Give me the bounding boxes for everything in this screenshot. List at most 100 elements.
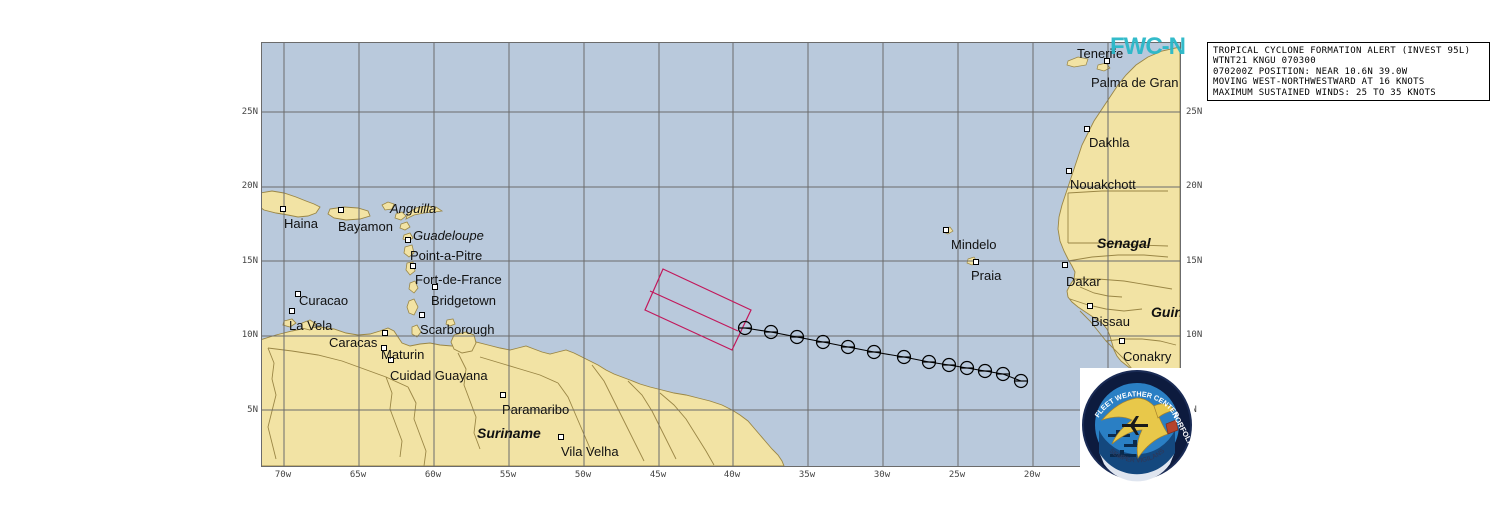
track-point <box>921 354 937 370</box>
canary-islands <box>1066 56 1111 72</box>
aircraft-icon <box>1122 416 1148 435</box>
city-marker <box>432 284 438 290</box>
lon-tick-60w: 60w <box>424 470 442 480</box>
city-label-tenerife: Tenerife <box>1077 46 1124 61</box>
logo-seal-icon: FLEET WEATHER CENTER SEMPER VIGILANS NOR… <box>1082 370 1196 482</box>
country-borders <box>267 190 1177 466</box>
aruba-island <box>282 318 297 328</box>
city-marker <box>410 263 416 269</box>
curacao-island <box>301 319 317 331</box>
track-point <box>840 339 856 355</box>
track-point <box>815 334 831 350</box>
graticule <box>262 43 1180 466</box>
island-label-guadeloupe: Guadeloupe <box>413 228 484 243</box>
city-label-mindelo: Mindelo <box>951 237 997 252</box>
lat-tick-right-15n: 15N <box>1186 256 1203 266</box>
map-canvas[interactable]: Tenerife Palma de Gran Dakhla Nouakchott Min… <box>261 42 1181 467</box>
track-points <box>737 320 1029 389</box>
city-label-vila-velha: Vila Velha <box>561 444 619 459</box>
city-marker <box>943 227 949 233</box>
city-label-point-a-pitre: Point-a-Pitre <box>410 248 483 263</box>
city-label-praia: Praia <box>971 268 1002 283</box>
city-marker <box>1087 303 1093 309</box>
alert-area-divider <box>649 290 739 332</box>
hispaniola-landmass <box>262 190 321 218</box>
city-marker <box>1066 168 1072 174</box>
city-marker <box>1119 338 1125 344</box>
city-marker <box>381 345 387 351</box>
city-marker <box>973 259 979 265</box>
lon-tick-40w: 40w <box>723 470 741 480</box>
city-marker <box>500 392 506 398</box>
city-marker <box>388 357 394 363</box>
lon-tick-65w: 65w <box>349 470 367 480</box>
alert-line-title: TROPICAL CYCLONE FORMATION ALERT (INVEST… <box>1213 46 1471 56</box>
lon-tick-45w: 45w <box>649 470 667 480</box>
alert-line-movement: MOVING WEST-NORTHWESTWARD AT 16 KNOTS <box>1213 77 1425 88</box>
lat-tick-left-25n: 25N <box>241 107 258 117</box>
alert-area-outline <box>644 268 752 351</box>
alert-line-position: 070200Z POSITION: NEAR 10.6N 39.0W <box>1213 66 1408 77</box>
country-label-guin: Guin <box>1151 304 1181 320</box>
lon-tick-30w: 30w <box>873 470 891 480</box>
track-point <box>737 320 753 336</box>
alert-line-winds: MAXIMUM SUSTAINED WINDS: 25 TO 35 KNOTS <box>1213 87 1437 98</box>
city-marker <box>338 207 344 213</box>
city-label-dakhla: Dakhla <box>1089 135 1130 150</box>
fleet-weather-center-norfolk-logo: FLEET WEATHER CENTER SEMPER VIGILANS NOR… <box>1080 368 1196 482</box>
track-point <box>959 360 975 376</box>
city-label-dakar: Dakar <box>1066 274 1101 289</box>
track-point <box>789 329 805 345</box>
lon-tick-35w: 35w <box>798 470 816 480</box>
lon-tick-25w: 25w <box>948 470 966 480</box>
city-marker <box>280 206 286 212</box>
city-label-maturin: Maturin <box>381 347 425 362</box>
city-label-bridgetown: Bridgetown <box>431 293 497 308</box>
city-label-bissau: Bissau <box>1091 314 1131 329</box>
track-point <box>866 344 882 360</box>
city-label-scarborough: Scarborough <box>420 322 495 337</box>
tropical-cyclone-formation-alert-box: TROPICAL CYCLONE FORMATION ALERT (INVEST… <box>1207 42 1490 101</box>
lat-tick-left-15n: 15N <box>241 256 258 266</box>
lon-tick-50w: 50w <box>574 470 592 480</box>
formation-alert-area[interactable] <box>644 268 752 351</box>
city-marker <box>1084 126 1090 132</box>
track-point <box>896 349 912 365</box>
island-label-anguilla: Anguilla <box>390 201 437 216</box>
alert-line-header: WTNT21 KNGU 070300 <box>1213 56 1316 67</box>
lat-tick-right-20n: 20N <box>1186 181 1203 191</box>
track-point <box>763 324 779 340</box>
fwcn-watermark: FWC-N <box>1110 33 1186 60</box>
city-marker <box>289 308 295 314</box>
lat-tick-right-25n: 25N <box>1186 107 1203 117</box>
storm-track[interactable] <box>737 320 1029 389</box>
lat-tick-right-10n: 10N <box>1186 330 1203 340</box>
city-label-palma-de-gran: Palma de Gran <box>1091 75 1179 90</box>
city-marker <box>405 237 411 243</box>
city-marker <box>382 330 388 336</box>
city-marker <box>419 312 425 318</box>
lat-tick-left-5n: 5N <box>247 405 258 415</box>
city-label-haina: Haina <box>284 216 318 231</box>
city-label-curacao: Curacao <box>299 293 349 308</box>
city-label-cuidad-guayana: Cuidad Guayana <box>390 368 488 383</box>
city-marker <box>558 434 564 440</box>
city-marker <box>1104 58 1110 64</box>
lon-tick-20w: 20w <box>1023 470 1041 480</box>
track-point <box>977 363 993 379</box>
map-graphics <box>262 43 1180 466</box>
city-label-la-vela: La Vela <box>289 318 333 333</box>
city-label-fort-de-france: Fort-de-France <box>415 272 502 287</box>
lat-tick-left-20n: 20N <box>241 181 258 191</box>
lon-tick-55w: 55w <box>499 470 517 480</box>
city-marker <box>1062 262 1068 268</box>
country-label-senagal: Senagal <box>1097 235 1151 251</box>
city-label-nouakchott: Nouakchott <box>1070 177 1136 192</box>
country-label-suriname: Suriname <box>477 425 541 441</box>
city-marker <box>295 291 301 297</box>
trinidad-island <box>450 331 477 354</box>
lon-tick-70w: 70w <box>274 470 292 480</box>
city-label-paramaribo: Paramaribo <box>502 402 570 417</box>
city-label-conakry: Conakry <box>1123 349 1172 364</box>
city-label-caracas: Caracas <box>329 335 378 350</box>
